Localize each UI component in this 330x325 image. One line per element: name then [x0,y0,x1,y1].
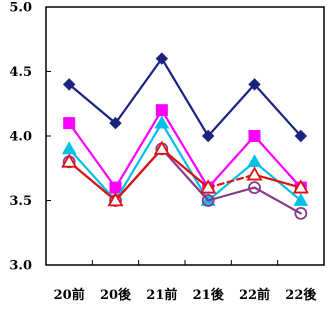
y-tick-label: 4.0 [9,130,32,145]
x-tick-label: 20前 [54,287,85,303]
y-tick-label: 3.0 [9,259,32,274]
data-point [155,104,168,117]
y-tick-label: 3.5 [9,194,32,209]
data-point [63,117,76,130]
series-line-segment [253,173,302,189]
x-tick-label: 20後 [100,287,132,303]
data-point [294,129,308,143]
data-point [109,116,122,130]
series-line-segment [207,186,256,202]
series-line-segment [253,83,302,138]
series-line-segment [253,134,302,189]
y-axis: 3.0 3.5 4.0 4.5 5.0 [9,1,51,274]
series-line-segment [114,109,163,189]
x-axis: 20前 20後 21前 21後 22前 22後 [54,260,317,303]
data-point [246,166,263,181]
data-point [61,153,78,168]
series-5 [61,140,309,207]
plot-area [45,6,325,266]
data-point [153,140,170,155]
x-tick-label: 22前 [239,287,270,303]
series-line-segment [160,121,210,202]
data-point [201,194,215,207]
data-point [109,181,122,194]
series-line-segment [114,121,163,202]
data-point [248,181,261,195]
series-line-segment [207,83,256,138]
x-tick-label: 22後 [285,287,317,303]
data-point [292,179,309,194]
data-point [248,130,261,142]
series-1 [62,52,308,143]
x-tick-label: 21後 [193,287,225,303]
series-3 [61,115,309,206]
series-line-segment [114,147,163,202]
series-line-segment [68,83,117,125]
data-point [62,78,76,91]
data-point [248,78,261,91]
series-line-segment [114,57,163,125]
series-line-segment [207,173,256,189]
data-point [107,192,124,207]
series-line-segment [160,147,210,202]
x-tick-label: 21前 [146,287,177,303]
data-point [294,206,308,220]
data-point [155,52,169,65]
series-line-segment [68,160,117,202]
series-line-segment [160,147,210,189]
series-group [61,52,309,220]
series-line-segment [68,147,117,202]
data-point [201,129,215,143]
series-line-segment [207,134,256,189]
series-line-segment [160,57,210,138]
data-point [154,115,170,129]
series-line-segment [68,121,117,189]
y-tick-label: 5.0 [9,1,32,16]
data-point [293,192,309,206]
series-line-segment [160,109,210,189]
series-line-segment [253,186,302,215]
data-point [200,179,217,194]
y-tick-label: 4.5 [9,65,32,80]
